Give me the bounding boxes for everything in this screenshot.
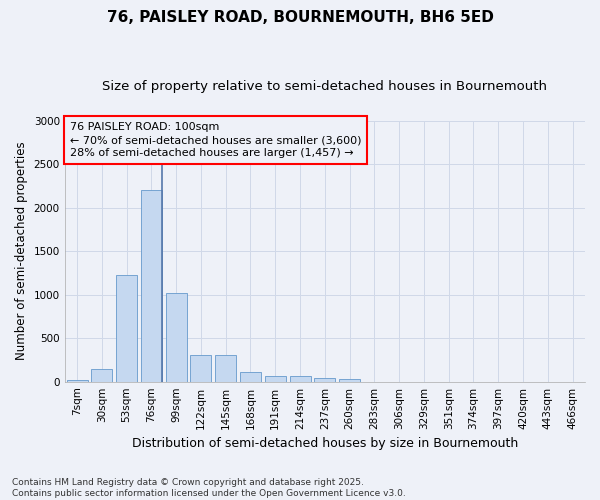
Bar <box>166 293 187 382</box>
Bar <box>91 368 112 382</box>
Title: Size of property relative to semi-detached houses in Bournemouth: Size of property relative to semi-detach… <box>103 80 547 93</box>
Text: Contains HM Land Registry data © Crown copyright and database right 2025.
Contai: Contains HM Land Registry data © Crown c… <box>12 478 406 498</box>
Text: 76 PAISLEY ROAD: 100sqm
← 70% of semi-detached houses are smaller (3,600)
28% of: 76 PAISLEY ROAD: 100sqm ← 70% of semi-de… <box>70 122 361 158</box>
Bar <box>215 354 236 382</box>
Bar <box>265 376 286 382</box>
Bar <box>290 376 311 382</box>
Bar <box>339 379 360 382</box>
Bar <box>240 372 261 382</box>
Bar <box>116 274 137 382</box>
X-axis label: Distribution of semi-detached houses by size in Bournemouth: Distribution of semi-detached houses by … <box>132 437 518 450</box>
Bar <box>314 378 335 382</box>
Bar <box>67 380 88 382</box>
Bar <box>190 354 211 382</box>
Text: 76, PAISLEY ROAD, BOURNEMOUTH, BH6 5ED: 76, PAISLEY ROAD, BOURNEMOUTH, BH6 5ED <box>107 10 493 25</box>
Y-axis label: Number of semi-detached properties: Number of semi-detached properties <box>15 142 28 360</box>
Bar <box>141 190 162 382</box>
